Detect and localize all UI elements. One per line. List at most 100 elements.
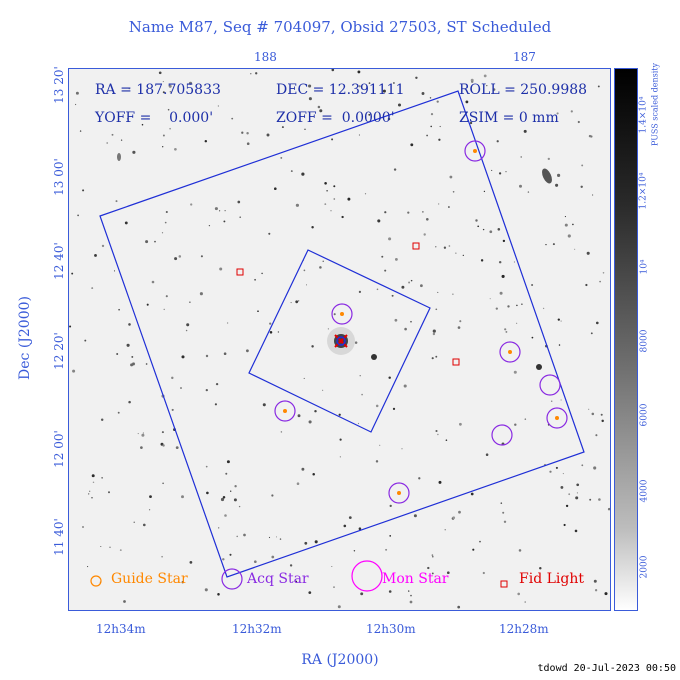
background-star xyxy=(128,87,131,90)
galaxy-ellipse-2 xyxy=(117,153,121,161)
background-star xyxy=(250,73,252,75)
background-star xyxy=(604,592,608,596)
info-zoff: ZOFF = 0.0000' xyxy=(276,110,395,126)
background-star xyxy=(572,223,574,226)
target-marker xyxy=(334,334,348,348)
background-star xyxy=(410,279,413,282)
background-star xyxy=(426,134,428,137)
background-star xyxy=(489,298,491,300)
background-star xyxy=(562,473,564,475)
background-star xyxy=(588,408,590,410)
background-star xyxy=(295,203,299,207)
background-star xyxy=(452,293,454,295)
background-star xyxy=(387,117,391,121)
background-star xyxy=(109,546,111,549)
background-star xyxy=(437,291,439,293)
acq-star-2-dot xyxy=(473,149,477,153)
background-star xyxy=(171,408,174,411)
acq-star-6 xyxy=(491,424,513,446)
background-star xyxy=(312,472,315,476)
background-star xyxy=(358,85,361,88)
background-star xyxy=(516,304,518,307)
background-star xyxy=(163,308,165,311)
background-star xyxy=(555,183,559,187)
background-star xyxy=(88,493,90,495)
background-star xyxy=(322,260,324,262)
background-star xyxy=(357,70,361,74)
background-star xyxy=(585,283,588,287)
acq-star-1-dot xyxy=(340,312,344,316)
background-star xyxy=(87,566,89,568)
fid-light-1 xyxy=(236,268,244,276)
background-star xyxy=(161,232,164,234)
left-tick-1200: 12 00' xyxy=(51,430,66,468)
background-star xyxy=(353,550,356,552)
background-star xyxy=(480,259,484,262)
background-star xyxy=(524,418,527,420)
background-star xyxy=(368,113,371,116)
acq-star-7 xyxy=(274,400,296,422)
background-star xyxy=(188,81,193,85)
background-star xyxy=(457,605,461,609)
background-star xyxy=(200,255,203,258)
background-star xyxy=(180,387,182,389)
background-star xyxy=(304,541,308,545)
background-star xyxy=(388,376,391,379)
background-star xyxy=(475,219,478,222)
y-axis-label: Dec (J2000) xyxy=(17,296,33,380)
background-star xyxy=(404,327,407,331)
background-star xyxy=(148,509,151,511)
background-star xyxy=(308,84,312,88)
acq-star-8-dot xyxy=(397,491,401,495)
background-star xyxy=(171,376,174,380)
background-star xyxy=(459,320,462,323)
background-star xyxy=(101,477,103,479)
background-star xyxy=(491,169,493,171)
background-star xyxy=(297,414,301,418)
colorbar xyxy=(614,68,638,611)
x-axis-label: RA (J2000) xyxy=(301,652,379,668)
background-star xyxy=(190,203,193,206)
background-star xyxy=(246,132,249,135)
background-star xyxy=(154,240,156,243)
background-star xyxy=(343,524,347,528)
background-star xyxy=(565,504,569,508)
background-star xyxy=(290,302,292,304)
background-star xyxy=(448,245,451,247)
background-star xyxy=(261,272,263,275)
background-star xyxy=(477,225,480,228)
background-star xyxy=(462,254,464,257)
background-star xyxy=(205,388,208,392)
background-star xyxy=(301,172,305,176)
background-star xyxy=(326,189,328,192)
background-star xyxy=(205,354,209,358)
background-star xyxy=(452,516,456,520)
background-star xyxy=(295,300,299,304)
background-star xyxy=(602,272,605,274)
background-star xyxy=(92,481,95,484)
background-star xyxy=(224,514,227,517)
background-star xyxy=(598,498,601,501)
background-star xyxy=(337,605,341,609)
background-star xyxy=(161,431,164,434)
background-star xyxy=(245,349,249,353)
background-star xyxy=(455,252,457,254)
bottom-tick-1228: 12h28m xyxy=(499,622,549,636)
bottom-tick-1230: 12h30m xyxy=(366,622,416,636)
background-star xyxy=(560,485,564,489)
background-star xyxy=(575,496,579,500)
cb-tick-14000: 1.4×10⁴ xyxy=(638,96,649,134)
background-star xyxy=(161,555,163,558)
background-star xyxy=(269,322,272,325)
acq-star-3 xyxy=(499,341,521,363)
background-star xyxy=(431,357,434,360)
background-star xyxy=(516,322,518,324)
background-star xyxy=(324,203,327,206)
background-star xyxy=(226,322,229,324)
background-star xyxy=(268,232,271,235)
fid-light-2 xyxy=(412,242,420,250)
background-star xyxy=(117,411,120,414)
background-star xyxy=(472,548,475,551)
background-star xyxy=(432,332,436,336)
background-star xyxy=(274,187,277,190)
